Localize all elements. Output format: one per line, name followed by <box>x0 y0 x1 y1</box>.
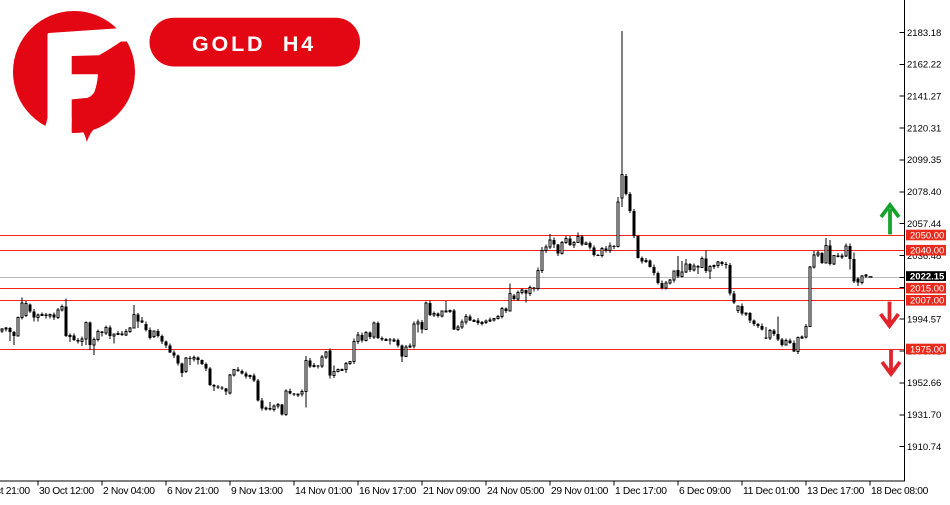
svg-text:1975.00: 1975.00 <box>910 344 944 355</box>
svg-text:1931.70: 1931.70 <box>907 410 941 421</box>
svg-text:1952.66: 1952.66 <box>907 378 941 389</box>
svg-text:24 Nov 05:00: 24 Nov 05:00 <box>487 486 545 497</box>
svg-text:2022.15: 2022.15 <box>910 272 945 283</box>
svg-text:30 Oct 12:00: 30 Oct 12:00 <box>39 486 94 497</box>
svg-text:21 Nov 09:00: 21 Nov 09:00 <box>423 486 481 497</box>
svg-text:2099.35: 2099.35 <box>907 155 941 166</box>
svg-text:2162.22: 2162.22 <box>907 60 941 71</box>
svg-text:2015.00: 2015.00 <box>910 284 944 295</box>
svg-text:9 Nov 13:00: 9 Nov 13:00 <box>231 486 283 497</box>
svg-text:1910.74: 1910.74 <box>907 442 941 453</box>
svg-text:2 Nov 04:00: 2 Nov 04:00 <box>103 486 155 497</box>
svg-text:16 Nov 17:00: 16 Nov 17:00 <box>359 486 417 497</box>
svg-text:2120.31: 2120.31 <box>907 123 941 134</box>
svg-text:GOLD H4: GOLD H4 <box>192 32 316 56</box>
svg-text:1994.57: 1994.57 <box>907 315 941 326</box>
svg-text:6 Dec 09:00: 6 Dec 09:00 <box>679 486 731 497</box>
svg-text:2057.44: 2057.44 <box>907 219 941 230</box>
svg-text:2183.18: 2183.18 <box>907 28 941 39</box>
svg-text:2050.00: 2050.00 <box>910 230 944 241</box>
svg-text:6 Nov 21:00: 6 Nov 21:00 <box>167 486 219 497</box>
svg-text:2036.48: 2036.48 <box>907 251 941 262</box>
svg-text:26 Oct 21:00: 26 Oct 21:00 <box>0 486 30 497</box>
svg-text:1 Dec 17:00: 1 Dec 17:00 <box>615 486 667 497</box>
svg-text:2040.00: 2040.00 <box>910 246 944 257</box>
svg-text:2007.00: 2007.00 <box>910 296 944 307</box>
svg-text:13 Dec 17:00: 13 Dec 17:00 <box>807 486 865 497</box>
svg-text:29 Nov 01:00: 29 Nov 01:00 <box>551 486 609 497</box>
svg-text:18 Dec 08:00: 18 Dec 08:00 <box>871 486 929 497</box>
svg-text:2078.40: 2078.40 <box>907 187 941 198</box>
svg-text:11 Dec 01:00: 11 Dec 01:00 <box>743 486 800 497</box>
svg-text:14 Nov 01:00: 14 Nov 01:00 <box>295 486 353 497</box>
svg-text:2141.27: 2141.27 <box>907 92 941 103</box>
